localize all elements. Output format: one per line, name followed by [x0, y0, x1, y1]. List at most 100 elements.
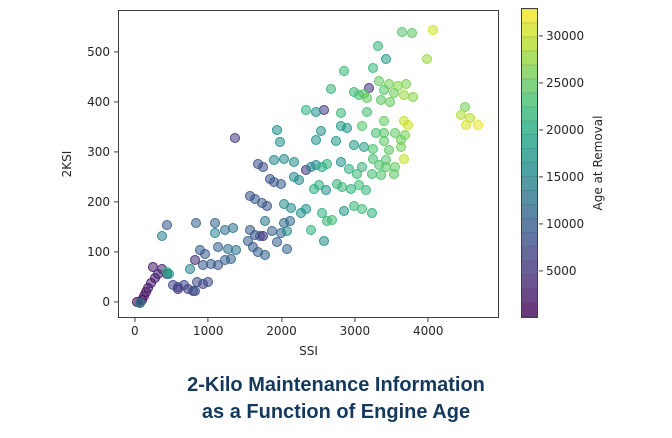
data-point — [257, 230, 268, 241]
colorbar-gradient — [522, 9, 537, 317]
data-point — [368, 62, 379, 73]
data-point — [356, 120, 367, 131]
y-tick-mark — [114, 151, 118, 153]
colorbar — [521, 8, 538, 318]
data-point — [213, 242, 223, 252]
data-point — [335, 157, 346, 167]
data-point — [311, 107, 322, 117]
data-point — [427, 24, 438, 35]
data-point — [375, 95, 386, 105]
data-point — [331, 135, 342, 146]
data-point — [372, 41, 383, 51]
y-tick-label: 0 — [102, 295, 110, 309]
y-axis-label: 2KSI — [60, 150, 74, 178]
data-point — [190, 286, 201, 296]
data-point — [229, 132, 240, 143]
data-point — [301, 204, 312, 214]
data-point — [289, 157, 300, 167]
data-point — [378, 135, 389, 146]
y-tick-mark — [114, 51, 118, 53]
data-point — [356, 161, 367, 172]
data-point — [349, 140, 360, 150]
colorbar-tick-label: 5000 — [546, 264, 577, 279]
colorbar-tick-label: 25000 — [546, 76, 585, 91]
x-tick-mark — [280, 318, 283, 322]
data-point — [271, 237, 282, 247]
colorbar-band-lines — [522, 9, 537, 317]
y-tick-mark — [114, 201, 118, 203]
colorbar-label: Age at Removal — [591, 115, 605, 211]
y-tick-label: 300 — [87, 145, 110, 159]
colorbar-tick-mark — [539, 223, 543, 225]
data-point — [135, 298, 146, 308]
data-point — [257, 161, 268, 172]
data-point — [242, 235, 253, 246]
data-point — [403, 119, 414, 130]
data-point — [325, 83, 336, 94]
data-point — [261, 201, 272, 211]
data-point — [306, 224, 317, 235]
data-point — [185, 263, 196, 274]
data-point — [398, 90, 409, 100]
data-point — [388, 168, 399, 179]
x-tick-label: 4000 — [412, 324, 444, 338]
colorbar-tick-mark — [539, 35, 543, 37]
data-point — [281, 225, 292, 236]
data-point — [408, 92, 419, 102]
x-axis-label: SSI — [299, 344, 318, 358]
data-point — [472, 119, 483, 130]
y-tick-label: 400 — [87, 95, 110, 109]
data-point — [276, 178, 287, 189]
data-point — [228, 222, 239, 233]
data-point — [366, 208, 377, 218]
colorbar-tick-label: 10000 — [546, 217, 585, 232]
data-point — [210, 227, 221, 238]
data-point — [356, 204, 367, 214]
data-point — [368, 144, 379, 154]
data-point — [361, 107, 372, 117]
x-tick-label: 1000 — [192, 324, 224, 338]
colorbar-tick-label: 15000 — [546, 170, 585, 185]
data-point — [368, 154, 379, 164]
colorbar-tick-mark — [539, 270, 543, 272]
y-tick-mark — [114, 101, 118, 103]
data-point — [213, 260, 223, 270]
data-point — [269, 155, 280, 165]
data-point — [373, 75, 384, 86]
data-point — [271, 124, 282, 135]
data-point — [385, 97, 396, 107]
x-tick-mark — [207, 318, 209, 322]
data-point — [286, 203, 297, 213]
x-tick-label: 0 — [131, 324, 139, 338]
data-point — [156, 230, 167, 241]
colorbar-tick-mark — [539, 176, 543, 178]
data-point — [230, 245, 241, 255]
colorbar-tick-label: 30000 — [546, 29, 585, 44]
data-point — [342, 122, 353, 133]
data-point — [383, 145, 394, 155]
data-point — [407, 27, 418, 38]
data-point — [398, 154, 409, 164]
data-point — [360, 184, 371, 195]
data-point — [259, 250, 270, 260]
data-point — [317, 208, 328, 218]
figure-title-line2: as a Function of Engine Age — [201, 401, 471, 423]
data-point — [321, 159, 332, 169]
data-point — [316, 125, 327, 136]
figure-title: 2-Kilo Maintenance Information as a Func… — [0, 372, 672, 426]
data-point — [378, 85, 389, 95]
scatter-plot-area — [118, 10, 499, 318]
x-tick-mark — [134, 318, 136, 322]
data-point — [378, 115, 389, 126]
data-point — [274, 137, 285, 147]
y-tick-mark — [114, 251, 118, 253]
data-point — [335, 108, 346, 118]
data-point — [327, 214, 338, 225]
data-point — [390, 127, 401, 138]
data-point — [294, 174, 305, 185]
data-point — [401, 78, 412, 89]
data-point — [279, 154, 290, 164]
data-point — [225, 254, 236, 264]
data-point — [266, 225, 277, 236]
